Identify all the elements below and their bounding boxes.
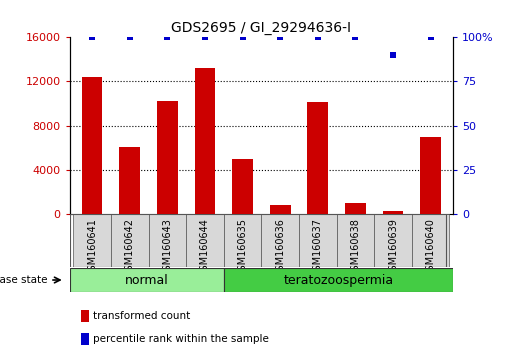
Point [389,52,397,58]
Point [126,34,134,40]
Bar [148,214,186,267]
Bar [111,214,148,267]
Text: GSM160635: GSM160635 [237,218,248,278]
Point [276,34,284,40]
Title: GDS2695 / GI_29294636-I: GDS2695 / GI_29294636-I [171,21,351,35]
Text: normal: normal [125,274,168,286]
Bar [195,68,215,214]
Bar [307,102,328,214]
Bar [345,202,366,214]
Point [426,34,435,40]
Text: transformed count: transformed count [93,311,191,321]
Bar [224,214,261,267]
Bar [270,205,290,214]
Point [351,34,359,40]
Text: disease state: disease state [0,275,47,285]
Text: GSM160639: GSM160639 [388,218,398,277]
Bar [119,147,140,214]
Bar [374,214,412,267]
Bar [73,214,111,267]
Text: GSM160641: GSM160641 [87,218,97,277]
Bar [224,268,453,292]
Bar [186,214,224,267]
Bar [82,77,102,214]
Text: GSM160644: GSM160644 [200,218,210,277]
Bar [383,211,403,214]
Bar [420,137,441,214]
Text: GSM160637: GSM160637 [313,218,323,278]
Bar [337,214,374,267]
Bar [261,214,299,267]
Bar [232,159,253,214]
Bar [70,268,224,292]
Text: teratozoospermia: teratozoospermia [283,274,393,286]
Point [201,34,209,40]
Point [163,34,171,40]
Point [88,34,96,40]
Text: GSM160640: GSM160640 [425,218,436,277]
Bar [299,214,337,267]
Text: GSM160636: GSM160636 [275,218,285,277]
Text: percentile rank within the sample: percentile rank within the sample [93,334,269,344]
Bar [157,101,178,214]
Point [238,34,247,40]
Point [314,34,322,40]
Text: GSM160642: GSM160642 [125,218,135,278]
Bar [412,214,450,267]
Text: GSM160638: GSM160638 [350,218,360,277]
Bar [81,310,90,322]
Text: GSM160643: GSM160643 [162,218,173,277]
Bar [81,333,90,345]
